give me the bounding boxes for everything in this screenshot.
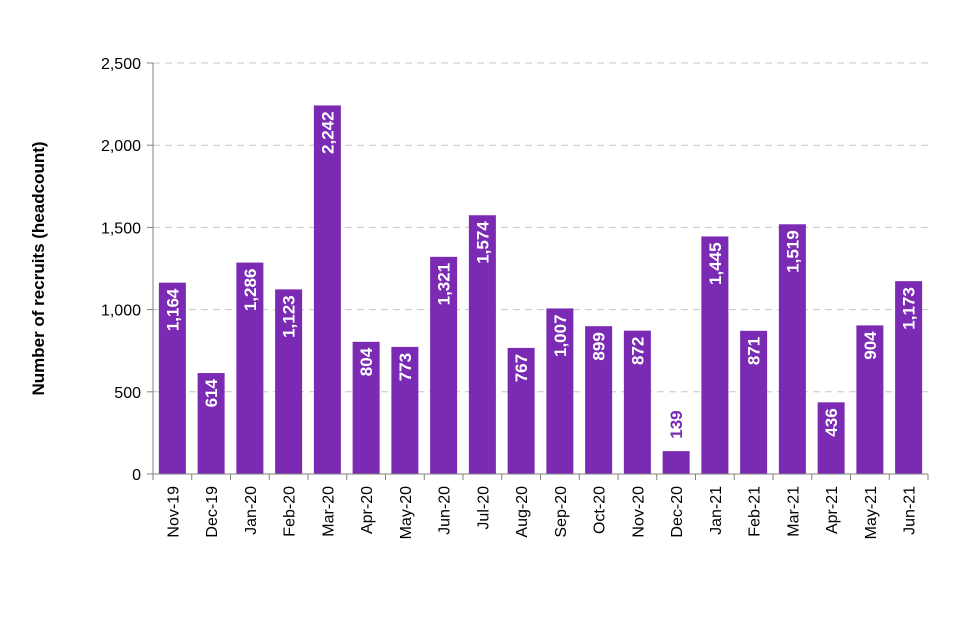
x-tick-label: Dec-20 [669,486,686,538]
bar [778,224,806,474]
bar [236,262,264,474]
bar [817,402,845,474]
bar [701,236,729,474]
x-axis-tick-labels: Nov-19 Dec-19 Jan-20 Feb-20 Mar-20 Apr-20 May-… [165,486,918,539]
x-tick-label: May-21 [863,486,880,539]
axes [147,62,929,480]
x-tick-label: Nov-19 [165,486,182,538]
y-tick-label: 0 [132,467,141,484]
x-tick-label: Sep-20 [553,486,570,538]
bar [197,373,225,474]
y-tick-label: 1,000 [101,303,141,320]
y-axis-title: Number of recruits (headcount) [29,141,48,395]
data-label: 804 [357,347,376,376]
bar [662,451,690,474]
x-tick-label: Aug-20 [514,486,531,538]
data-label: 871 [745,337,764,365]
gridlines [153,62,928,393]
x-tick-label: May-20 [398,486,415,539]
bar [468,215,496,474]
bar [313,105,341,475]
x-tick-label: Jan-20 [243,486,260,535]
y-tick-label: 1,500 [101,220,141,237]
bar [740,330,768,474]
data-label: 767 [512,354,531,382]
bars [158,105,923,475]
x-tick-label: Dec-19 [204,486,221,538]
bar [507,347,535,474]
data-label: 1,445 [706,242,725,285]
data-label: 899 [590,332,609,360]
x-tick-label: Apr-20 [359,486,376,534]
x-tick-label: Feb-21 [747,486,764,537]
bar [623,330,651,474]
x-tick-label: Jun-20 [437,486,454,535]
x-tick-label: Mar-21 [785,486,802,537]
bar [275,289,303,474]
x-tick-label: Jun-21 [902,486,919,535]
bar [856,325,884,474]
bar [352,341,380,474]
x-tick-label: Oct-20 [592,486,609,534]
bar [585,326,613,474]
data-label: 436 [822,408,841,436]
y-axis-tick-labels: 0 500 1,000 1,500 2,000 2,500 [101,56,141,484]
data-label: 1,286 [241,269,260,312]
data-label: 1,519 [783,230,802,273]
y-tick-label: 2,000 [101,138,141,155]
bar [430,256,458,474]
y-tick-label: 2,500 [101,56,141,73]
data-label: 1,164 [163,288,182,331]
data-label: 904 [861,331,880,360]
data-label: 1,173 [900,287,919,330]
data-label: 872 [628,337,647,365]
bar [158,282,186,474]
data-label: 1,321 [435,263,454,306]
data-label: 614 [202,379,221,408]
data-label: 773 [396,353,415,381]
bar [391,346,419,474]
y-tick-label: 500 [114,385,141,402]
x-tick-label: Jul-20 [475,486,492,530]
data-label: 1,574 [473,221,492,264]
data-label: 2,242 [318,111,337,154]
x-tick-label: Jan-21 [708,486,725,535]
x-tick-label: Feb-20 [282,486,299,537]
data-labels: 1,164 614 1,286 1,123 2,242 804 773 1,321 1,574 7… [163,111,918,438]
data-label: 1,007 [551,314,570,357]
x-tick-label: Mar-20 [320,486,337,537]
x-tick-label: Nov-20 [630,486,647,538]
data-label: 1,123 [280,295,299,338]
bar [546,308,574,474]
x-tick-label: Apr-21 [824,486,841,534]
data-label: 139 [667,410,686,438]
bar [895,281,923,474]
